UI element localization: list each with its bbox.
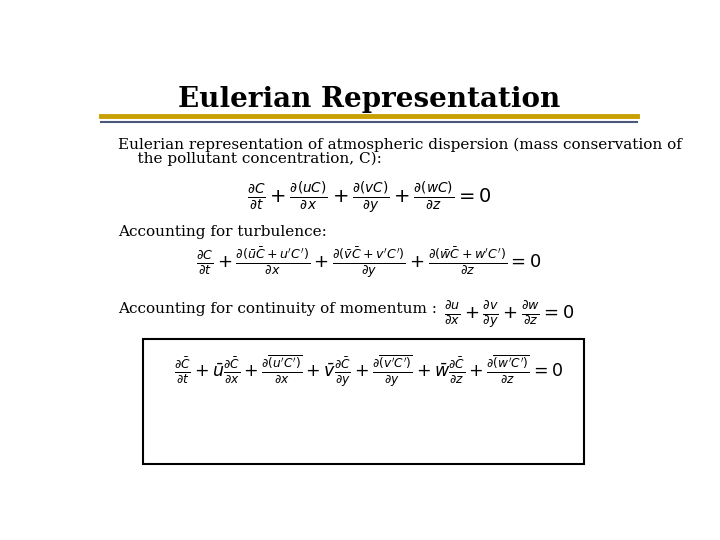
Text: $\frac{\partial C}{\partial t}+\frac{\partial(uC)}{\partial x}+\frac{\partial(vC: $\frac{\partial C}{\partial t}+\frac{\pa…: [247, 179, 491, 215]
Text: Eulerian representation of atmospheric dispersion (mass conservation of: Eulerian representation of atmospheric d…: [118, 138, 682, 152]
Text: $\frac{\partial \bar{C}}{\partial t}+\bar{u}\frac{\partial \bar{C}}{\partial x}+: $\frac{\partial \bar{C}}{\partial t}+\ba…: [174, 354, 564, 389]
Text: Accounting for turbulence:: Accounting for turbulence:: [118, 225, 327, 239]
FancyBboxPatch shape: [143, 339, 584, 464]
Text: $\frac{\partial u}{\partial x}+\frac{\partial v}{\partial y}+\frac{\partial w}{\: $\frac{\partial u}{\partial x}+\frac{\pa…: [444, 300, 575, 331]
Text: Accounting for continuity of momentum :: Accounting for continuity of momentum :: [118, 302, 442, 316]
Text: the pollutant concentration, C):: the pollutant concentration, C):: [118, 151, 382, 166]
Text: $\frac{\partial C}{\partial t}+\frac{\partial(\bar{u}\bar{C}+u'C')}{\partial x}+: $\frac{\partial C}{\partial t}+\frac{\pa…: [197, 246, 541, 280]
Text: Eulerian Representation: Eulerian Representation: [178, 85, 560, 113]
